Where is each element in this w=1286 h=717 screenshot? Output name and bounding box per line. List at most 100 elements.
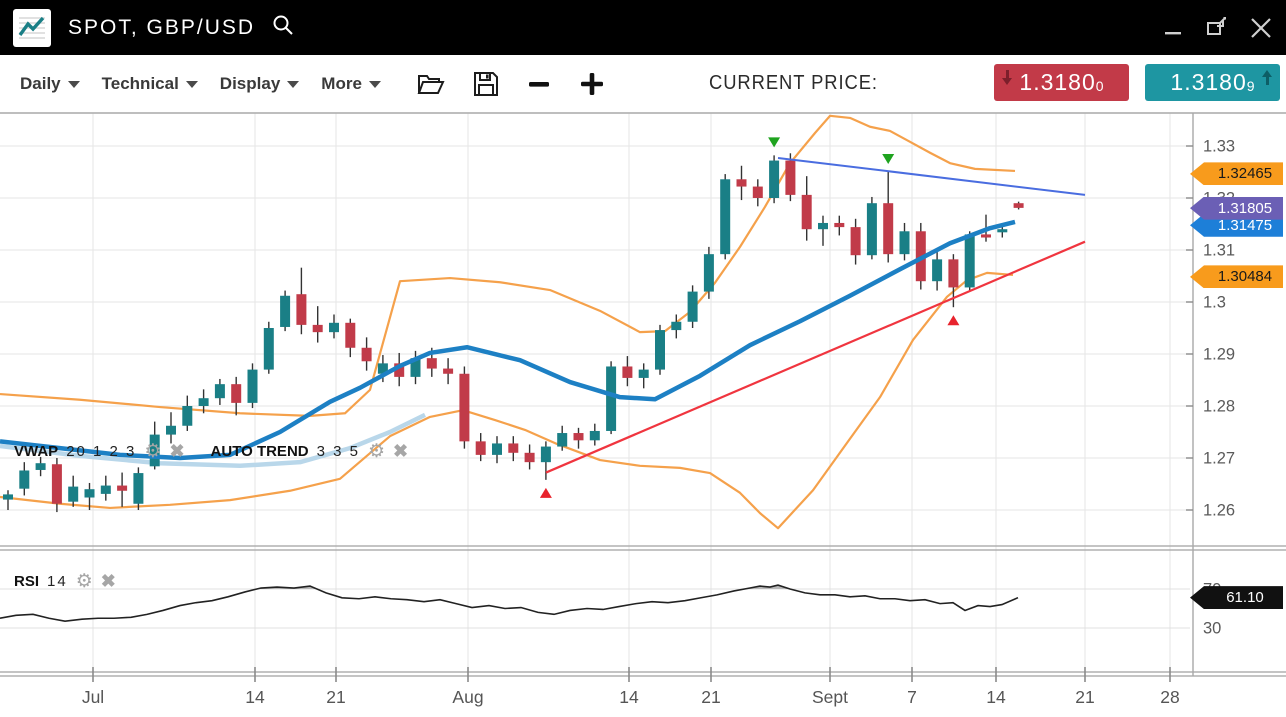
time-axis-label: 14: [986, 687, 1006, 707]
support-trendline: [545, 240, 1086, 474]
candle-up: [866, 203, 877, 256]
candle-up: [589, 430, 600, 441]
search-icon[interactable]: [271, 13, 295, 42]
toolbar: Daily Technical Display More CURRENT PRI…: [0, 55, 1286, 112]
candle-up: [377, 363, 388, 374]
candle-up: [410, 358, 421, 377]
candle-up: [3, 494, 13, 500]
candle-up: [198, 398, 209, 406]
candle-up: [899, 231, 910, 255]
zoom-in-button[interactable]: [579, 71, 605, 97]
vwap-line: [0, 412, 426, 469]
rsi-axis-label: 30: [1203, 620, 1221, 638]
candle-up: [964, 234, 975, 288]
candle-up: [997, 229, 1008, 233]
rsi-overbought-fill: [0, 585, 1018, 589]
chevron-down-icon: [185, 81, 198, 88]
candle-down: [459, 373, 470, 442]
candle-up: [214, 384, 225, 399]
time-axis-label: 14: [245, 687, 265, 707]
timeframe-menu[interactable]: Daily: [20, 74, 80, 94]
bid-price-value: 1.3180: [1019, 69, 1096, 95]
candle-down: [834, 222, 845, 228]
rsi-settings-gear-icon[interactable]: ⚙: [75, 571, 93, 592]
technical-menu[interactable]: Technical: [102, 74, 198, 94]
time-axis-label: Sept: [812, 687, 848, 707]
price-level-tag: 1.30484: [1190, 265, 1283, 289]
candle-down: [850, 227, 861, 256]
zoom-out-button[interactable]: [527, 72, 551, 96]
price-level-tag: 1.32465: [1190, 162, 1283, 186]
display-menu[interactable]: Display: [219, 73, 300, 94]
candle-up: [280, 295, 291, 327]
candle-down: [117, 485, 128, 491]
time-axis-label: Aug: [452, 687, 483, 707]
candle-up: [703, 254, 714, 292]
vwap-settings-gear-icon[interactable]: ⚙: [144, 441, 162, 462]
display-menu-label: Display: [219, 73, 281, 93]
auto-trend-settings-gear-icon[interactable]: ⚙: [367, 441, 386, 462]
candle-up: [68, 486, 79, 502]
candle-down: [231, 384, 242, 403]
auto-trend-remove-icon[interactable]: ✖: [393, 441, 409, 461]
candle-down: [524, 452, 535, 463]
time-axis-label: 28: [1160, 687, 1179, 707]
rsi-remove-icon[interactable]: ✖: [100, 571, 116, 591]
candle-up: [540, 446, 551, 463]
candle-down: [312, 324, 323, 333]
auto-trend-indicator-name: AUTO TREND: [210, 443, 309, 460]
candle-down: [443, 368, 454, 374]
chevron-down-icon: [67, 81, 80, 88]
restore-window-button[interactable]: [1202, 13, 1232, 43]
rsi-label-row: RSI 14 ⚙ ✖: [14, 571, 116, 592]
price-axis-label: 1.3: [1203, 294, 1226, 312]
candle-down: [948, 259, 959, 288]
candle-up: [557, 433, 568, 447]
price-axis-label: 1.33: [1203, 138, 1235, 156]
candle-up: [329, 322, 339, 333]
price-axis-label: 1.28: [1203, 398, 1235, 416]
vwap-indicator-params: 20 1 2 3: [66, 443, 137, 460]
save-button[interactable]: [473, 71, 499, 97]
rsi-indicator-params: 14: [47, 573, 68, 590]
app-logo-icon: [13, 8, 51, 47]
candle-up: [263, 328, 274, 370]
chevron-down-icon: [287, 81, 300, 88]
close-button[interactable]: [1246, 13, 1276, 43]
candle-up: [769, 160, 780, 198]
candle-up: [932, 259, 943, 282]
ask-price-badge[interactable]: 1.3180 9: [1145, 64, 1280, 101]
candle-down: [1013, 203, 1024, 208]
rsi-indicator-name: RSI: [14, 573, 40, 590]
candle-up: [133, 473, 144, 504]
candle-down: [785, 160, 796, 195]
rsi-value-tag: 61.10: [1190, 586, 1283, 610]
candle-up: [818, 222, 828, 230]
price-axis-label: 1.26: [1203, 502, 1235, 520]
time-axis-label: 21: [1075, 687, 1094, 707]
candle-down: [51, 464, 62, 504]
vwap-indicator-name: VWAP: [14, 443, 59, 460]
indicator-labels-row: VWAP 20 1 2 3 ⚙ ✖ AUTO TREND 3 3 5 ⚙ ✖: [14, 441, 408, 462]
candle-up: [182, 406, 193, 426]
minimize-button[interactable]: [1158, 13, 1188, 43]
candle-down: [622, 366, 633, 378]
time-axis-label: 21: [701, 687, 720, 707]
vwap-remove-icon[interactable]: ✖: [169, 441, 185, 461]
more-menu[interactable]: More: [321, 74, 381, 94]
candle-down: [394, 363, 405, 377]
bid-price-badge[interactable]: 1.3180 0: [994, 64, 1129, 101]
price-level-tag: 1.31805: [1190, 196, 1283, 220]
candle-up: [35, 463, 46, 470]
candle-down: [361, 347, 372, 362]
technical-menu-label: Technical: [101, 73, 179, 93]
candle-up: [720, 179, 731, 255]
auto-trend-indicator-params: 3 3 5: [316, 443, 360, 460]
more-menu-label: More: [321, 73, 362, 93]
candle-up: [687, 291, 698, 322]
ask-pip-digit: 9: [1246, 78, 1255, 94]
price-axis-label: 1.29: [1203, 346, 1235, 364]
open-file-button[interactable]: [417, 72, 445, 96]
bollinger-upper-band: [0, 114, 1016, 417]
